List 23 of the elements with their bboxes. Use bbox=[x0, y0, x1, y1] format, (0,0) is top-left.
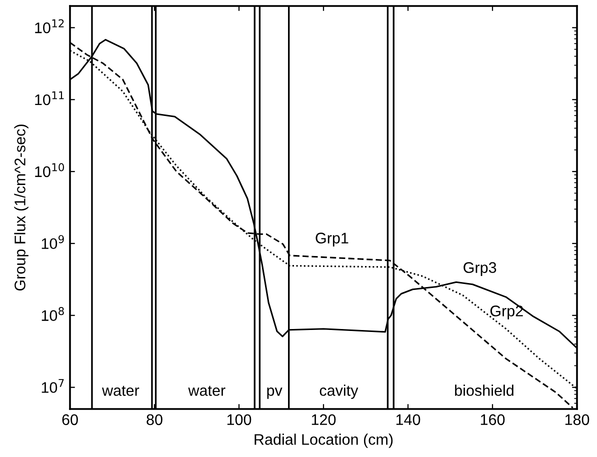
annotation: water bbox=[188, 386, 226, 396]
y-axis-title: Group Flux (1/cm^2-sec) bbox=[14, 124, 28, 291]
series-label: Grp1 bbox=[316, 232, 348, 247]
series-label: Grp2 bbox=[490, 306, 523, 320]
annotation: water bbox=[102, 386, 140, 396]
annotation: bioshield bbox=[455, 384, 514, 396]
x-tick-label: 120 bbox=[312, 414, 336, 426]
x-tick-label: 80 bbox=[146, 414, 162, 426]
y-tick-label: 10$^{10}$ bbox=[35, 163, 64, 178]
annotation: pv bbox=[267, 388, 282, 399]
y-tick-label: 10$^{7}$ bbox=[42, 379, 64, 393]
x-tick-label: 100 bbox=[227, 414, 252, 426]
annotation: cavity bbox=[320, 384, 358, 399]
series-label: Grp3 bbox=[464, 262, 496, 276]
x-tick-label: 140 bbox=[396, 414, 420, 426]
y-tick-label: 10$^{11}$ bbox=[35, 91, 64, 106]
x-tick-label: 160 bbox=[480, 414, 505, 426]
y-tick-label: 10$^{9}$ bbox=[42, 235, 64, 250]
y-tick-label: 10$^{8}$ bbox=[42, 307, 64, 321]
x-axis-title: Radial Location (cm) bbox=[254, 434, 393, 448]
x-tick-label: 180 bbox=[565, 414, 590, 426]
x-tick-label: 60 bbox=[62, 414, 78, 426]
y-tick-label: 10$^{12}$ bbox=[35, 19, 64, 34]
